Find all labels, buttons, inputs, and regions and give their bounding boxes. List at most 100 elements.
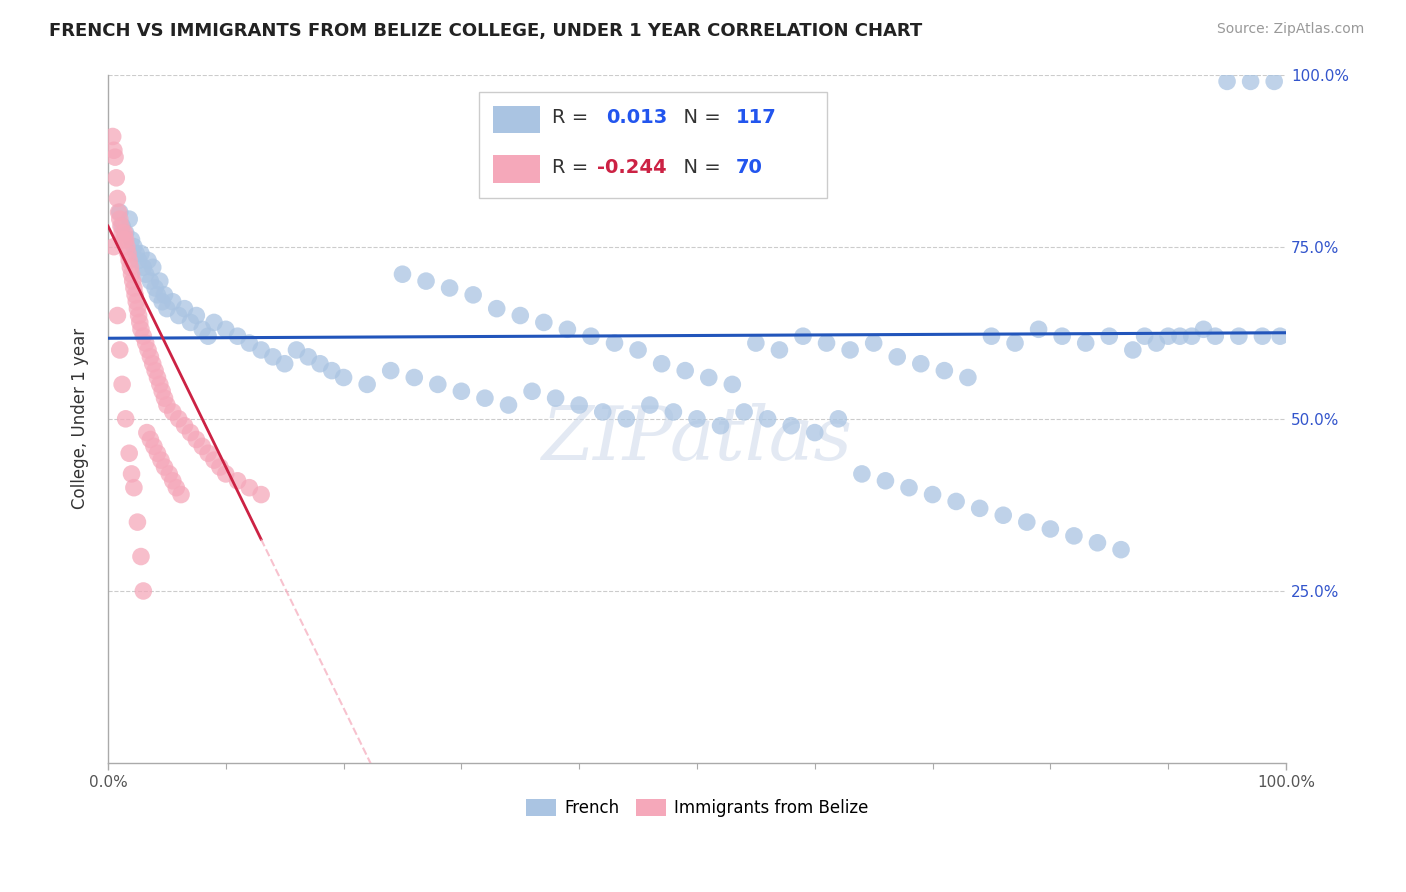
Text: 70: 70	[735, 158, 762, 177]
Point	[827, 412, 849, 426]
Point	[165, 481, 187, 495]
Point	[146, 446, 169, 460]
Point	[1098, 329, 1121, 343]
Point	[103, 143, 125, 157]
Point	[167, 412, 190, 426]
Point	[156, 398, 179, 412]
Point	[614, 412, 637, 426]
Point	[179, 425, 201, 440]
Point	[262, 350, 284, 364]
Point	[114, 412, 136, 426]
Point	[297, 350, 319, 364]
Point	[851, 467, 873, 481]
Point	[139, 433, 162, 447]
Point	[1087, 535, 1109, 549]
Point	[112, 233, 135, 247]
Point	[1157, 329, 1180, 343]
Point	[910, 357, 932, 371]
Point	[127, 301, 149, 316]
Point	[439, 281, 461, 295]
Point	[250, 343, 273, 357]
Point	[474, 391, 496, 405]
Point	[114, 226, 136, 240]
Text: R =: R =	[553, 109, 595, 128]
Point	[191, 439, 214, 453]
Point	[697, 370, 720, 384]
Point	[202, 453, 225, 467]
Point	[173, 301, 195, 316]
Point	[638, 398, 661, 412]
Point	[980, 329, 1002, 343]
Point	[533, 315, 555, 329]
Point	[568, 398, 591, 412]
Point	[111, 219, 134, 233]
Point	[104, 150, 127, 164]
Point	[122, 481, 145, 495]
Point	[124, 288, 146, 302]
Point	[191, 322, 214, 336]
Point	[153, 391, 176, 405]
Text: 117: 117	[735, 109, 776, 128]
Point	[627, 343, 650, 357]
Point	[115, 240, 138, 254]
Point	[121, 274, 143, 288]
Point	[156, 301, 179, 316]
Point	[579, 329, 602, 343]
Point	[1109, 542, 1132, 557]
Text: FRENCH VS IMMIGRANTS FROM BELIZE COLLEGE, UNDER 1 YEAR CORRELATION CHART: FRENCH VS IMMIGRANTS FROM BELIZE COLLEGE…	[49, 22, 922, 40]
Point	[153, 288, 176, 302]
Point	[142, 439, 165, 453]
Point	[498, 398, 520, 412]
Point	[662, 405, 685, 419]
Point	[1263, 74, 1285, 88]
Point	[875, 474, 897, 488]
Point	[139, 274, 162, 288]
Point	[1251, 329, 1274, 343]
Point	[1216, 74, 1239, 88]
Point	[103, 240, 125, 254]
Point	[391, 267, 413, 281]
Point	[509, 309, 531, 323]
Point	[463, 288, 485, 302]
Point	[142, 357, 165, 371]
Point	[886, 350, 908, 364]
Point	[520, 384, 543, 399]
Point	[1063, 529, 1085, 543]
Point	[1227, 329, 1250, 343]
Point	[128, 309, 150, 323]
Point	[426, 377, 449, 392]
Point	[122, 281, 145, 295]
Point	[186, 309, 208, 323]
Point	[404, 370, 426, 384]
Point	[149, 274, 172, 288]
FancyBboxPatch shape	[494, 105, 540, 133]
Point	[114, 226, 136, 240]
Point	[197, 446, 219, 460]
Point	[135, 267, 157, 281]
Point	[208, 460, 231, 475]
Point	[651, 357, 673, 371]
Point	[162, 474, 184, 488]
Point	[226, 329, 249, 343]
Point	[745, 336, 768, 351]
Point	[485, 301, 508, 316]
Text: 0.013: 0.013	[606, 109, 668, 128]
Point	[321, 363, 343, 377]
Point	[117, 246, 139, 260]
Point	[356, 377, 378, 392]
Point	[107, 309, 129, 323]
Point	[167, 309, 190, 323]
Point	[143, 363, 166, 377]
Point	[215, 467, 238, 481]
Point	[921, 487, 943, 501]
Point	[557, 322, 579, 336]
Point	[603, 336, 626, 351]
Point	[121, 267, 143, 281]
Point	[450, 384, 472, 399]
Point	[108, 343, 131, 357]
Point	[1268, 329, 1291, 343]
Point	[1133, 329, 1156, 343]
Point	[107, 191, 129, 205]
Point	[129, 549, 152, 564]
Point	[862, 336, 884, 351]
